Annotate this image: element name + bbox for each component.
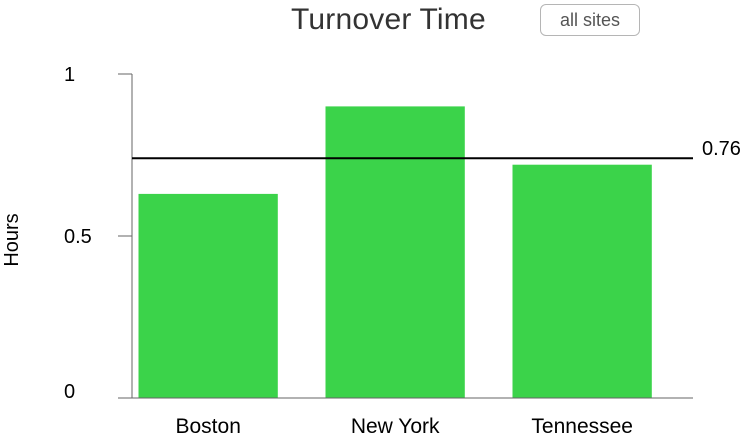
category-label: New York (351, 415, 440, 438)
y-axis-title: Hours (1, 213, 23, 266)
bar-tennessee (512, 164, 652, 398)
bar-new-york (325, 106, 465, 399)
site-filter-button[interactable]: all sites (540, 4, 640, 36)
y-tick-label: 0.5 (64, 226, 92, 248)
bars-layer (138, 106, 652, 399)
category-label: Tennessee (531, 415, 633, 438)
bar-boston (138, 193, 278, 398)
reference-line-label: 0.76 (702, 138, 741, 160)
y-tick-label: 0 (64, 381, 75, 403)
chart-title: Turnover Time (291, 3, 486, 36)
title-area: Turnover Time (291, 0, 486, 40)
labels-layer: Boston New York Tennessee 0 0.5 1 0.76 Hours (1, 64, 741, 438)
category-label: Boston (176, 415, 241, 438)
axes-layer (118, 73, 693, 399)
y-tick-label: 1 (64, 64, 75, 86)
